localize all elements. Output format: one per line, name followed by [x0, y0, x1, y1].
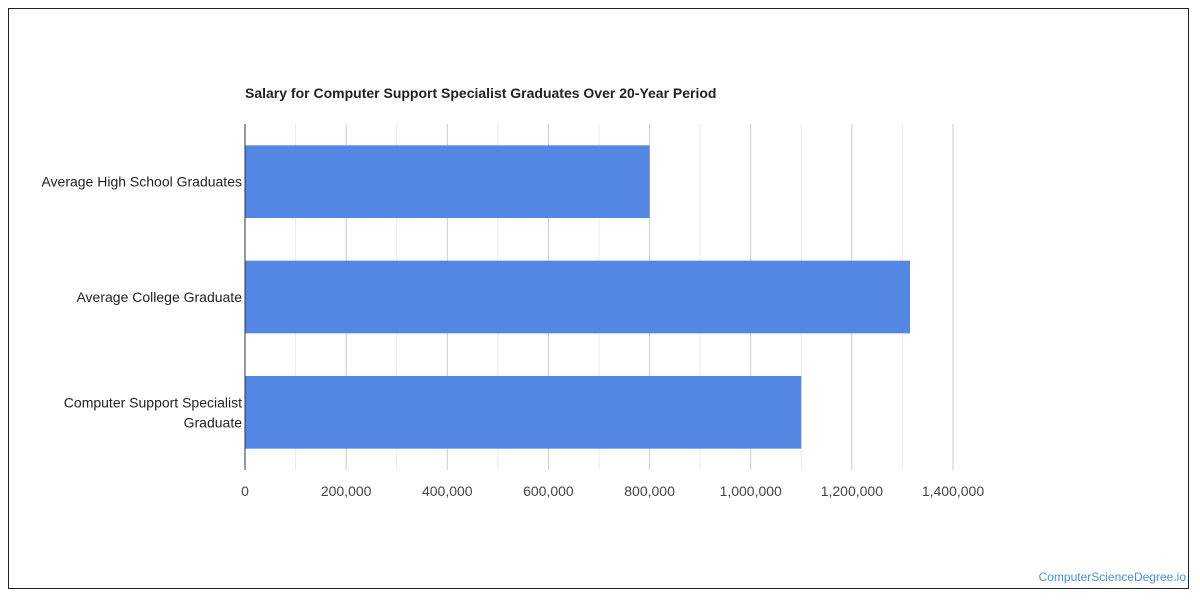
x-tick-label: 1,000,000	[720, 483, 782, 499]
x-tick-label: 1,200,000	[821, 483, 883, 499]
category-label: Graduate	[184, 414, 243, 430]
bars	[245, 145, 911, 449]
x-tick-label: 0	[241, 483, 249, 499]
bar-2[interactable]	[245, 376, 802, 449]
x-tick-labels: 0 200,000 400,000 600,000 800,000 1,000,000 1,…	[241, 483, 984, 499]
x-tick-label: 400,000	[422, 483, 473, 499]
x-tick-label: 800,000	[624, 483, 675, 499]
category-label: Average High School Graduates	[41, 174, 242, 190]
x-tick-label: 600,000	[523, 483, 574, 499]
x-tick-label: 1,400,000	[922, 483, 984, 499]
x-tick-label: 200,000	[321, 483, 372, 499]
chart-title: Salary for Computer Support Specialist G…	[245, 85, 717, 101]
bar-1[interactable]	[245, 260, 911, 334]
category-label: Computer Support Specialist	[64, 394, 242, 410]
bar-0[interactable]	[245, 145, 650, 218]
category-label: Average College Graduate	[76, 289, 242, 305]
category-labels: Average High School Graduates Average Col…	[41, 174, 242, 431]
site-watermark[interactable]: ComputerScienceDegree.io	[1038, 570, 1186, 584]
